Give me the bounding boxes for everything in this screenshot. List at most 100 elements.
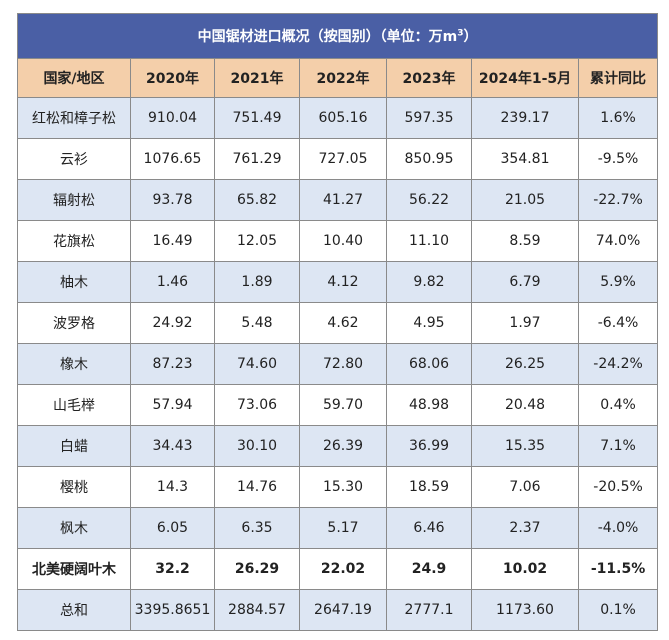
- value-cell: 74.60: [214, 343, 300, 385]
- value-cell: 11.10: [386, 220, 472, 262]
- table-row: 辐射松 93.78 65.82 41.27 56.22 21.05 -22.7%: [17, 179, 659, 221]
- value-cell: 48.98: [386, 384, 472, 426]
- value-cell: 32.2: [130, 548, 215, 590]
- value-cell: 1076.65: [130, 138, 215, 180]
- table-row: 樱桃 14.3 14.76 15.30 18.59 7.06 -20.5%: [17, 466, 659, 508]
- column-header: 2020年: [130, 58, 215, 98]
- value-cell: 6.46: [386, 507, 472, 549]
- value-cell: 10.40: [299, 220, 387, 262]
- value-cell: 850.95: [386, 138, 472, 180]
- value-cell: 34.43: [130, 425, 215, 467]
- table-title-superscript: 3: [457, 28, 464, 39]
- value-cell: 3395.8651: [130, 589, 215, 631]
- table-row: 北美硬阔叶木 32.2 26.29 22.02 24.9 10.02 -11.5%: [17, 548, 659, 590]
- value-cell: 14.3: [130, 466, 215, 508]
- row-label-cell: 波罗格: [17, 302, 131, 344]
- value-cell: 5.17: [299, 507, 387, 549]
- value-cell: 36.99: [386, 425, 472, 467]
- value-cell: 751.49: [214, 97, 300, 139]
- value-cell: -22.7%: [577, 179, 659, 221]
- row-label-cell: 总和: [17, 589, 131, 631]
- table-row: 柚木 1.46 1.89 4.12 9.82 6.79 5.9%: [17, 261, 659, 303]
- row-label-cell: 花旗松: [17, 220, 131, 262]
- value-cell: 74.0%: [577, 220, 659, 262]
- column-header: 累计同比: [577, 58, 659, 98]
- value-cell: -11.5%: [577, 548, 659, 590]
- column-header: 2021年: [214, 58, 300, 98]
- value-cell: 15.35: [471, 425, 579, 467]
- table-row: 白蜡 34.43 30.10 26.39 36.99 15.35 7.1%: [17, 425, 659, 467]
- column-header: 2024年1-5月: [471, 58, 579, 98]
- value-cell: 9.82: [386, 261, 472, 303]
- value-cell: 65.82: [214, 179, 300, 221]
- value-cell: 20.48: [471, 384, 579, 426]
- value-cell: 8.59: [471, 220, 579, 262]
- table-title-text: 中国锯材进口概况（按国别）（单位：万m: [197, 29, 458, 45]
- value-cell: 6.35: [214, 507, 300, 549]
- value-cell: -6.4%: [577, 302, 659, 344]
- table-header-row: 国家/地区 2020年 2021年 2022年 2023年 2024年1-5月 累计同比: [17, 58, 659, 98]
- value-cell: -4.0%: [577, 507, 659, 549]
- column-header: 2022年: [299, 58, 387, 98]
- value-cell: 30.10: [214, 425, 300, 467]
- value-cell: 57.94: [130, 384, 215, 426]
- row-label-cell: 枫木: [17, 507, 131, 549]
- value-cell: 5.48: [214, 302, 300, 344]
- row-label-cell: 红松和樟子松: [17, 97, 131, 139]
- row-label-cell: 白蜡: [17, 425, 131, 467]
- value-cell: 56.22: [386, 179, 472, 221]
- value-cell: -20.5%: [577, 466, 659, 508]
- value-cell: 26.25: [471, 343, 579, 385]
- table-row: 波罗格 24.92 5.48 4.62 4.95 1.97 -6.4%: [17, 302, 659, 344]
- row-label-cell: 柚木: [17, 261, 131, 303]
- value-cell: 5.9%: [577, 261, 659, 303]
- row-label-cell: 北美硬阔叶木: [17, 548, 131, 590]
- value-cell: 727.05: [299, 138, 387, 180]
- value-cell: 4.62: [299, 302, 387, 344]
- table-row: 橡木 87.23 74.60 72.80 68.06 26.25 -24.2%: [17, 343, 659, 385]
- sawn-timber-import-table: 中国锯材进口概况（按国别）（单位：万m3） 国家/地区 2020年 2021年 202…: [16, 13, 659, 631]
- table-row: 枫木 6.05 6.35 5.17 6.46 2.37 -4.0%: [17, 507, 659, 549]
- value-cell: 7.06: [471, 466, 579, 508]
- table-row: 红松和樟子松 910.04 751.49 605.16 597.35 239.17 1.6%: [17, 97, 659, 139]
- value-cell: 24.92: [130, 302, 215, 344]
- value-cell: 16.49: [130, 220, 215, 262]
- value-cell: 605.16: [299, 97, 387, 139]
- table-row: 云衫 1076.65 761.29 727.05 850.95 354.81 -9.5%: [17, 138, 659, 180]
- value-cell: -24.2%: [577, 343, 659, 385]
- column-header: 国家/地区: [17, 58, 131, 98]
- value-cell: 1.6%: [577, 97, 659, 139]
- value-cell: 87.23: [130, 343, 215, 385]
- value-cell: 6.79: [471, 261, 579, 303]
- import-table-container: 中国锯材进口概况（按国别）（单位：万m3） 国家/地区 2020年 2021年 202…: [16, 13, 659, 631]
- table-row: 总和 3395.8651 2884.57 2647.19 2777.1 1173.60 0.…: [17, 589, 659, 631]
- row-label-cell: 辐射松: [17, 179, 131, 221]
- value-cell: 72.80: [299, 343, 387, 385]
- value-cell: 21.05: [471, 179, 579, 221]
- value-cell: 26.29: [214, 548, 300, 590]
- value-cell: 1.97: [471, 302, 579, 344]
- value-cell: 239.17: [471, 97, 579, 139]
- value-cell: 93.78: [130, 179, 215, 221]
- value-cell: 22.02: [299, 548, 387, 590]
- value-cell: 597.35: [386, 97, 472, 139]
- table-row: 山毛榉 57.94 73.06 59.70 48.98 20.48 0.4%: [17, 384, 659, 426]
- table-title-row: 中国锯材进口概况（按国别）（单位：万m3）: [16, 13, 659, 59]
- value-cell: 18.59: [386, 466, 472, 508]
- value-cell: 15.30: [299, 466, 387, 508]
- value-cell: 1.46: [130, 261, 215, 303]
- value-cell: 1.89: [214, 261, 300, 303]
- row-label-cell: 橡木: [17, 343, 131, 385]
- value-cell: 2777.1: [386, 589, 472, 631]
- value-cell: 12.05: [214, 220, 300, 262]
- value-cell: 6.05: [130, 507, 215, 549]
- value-cell: 2.37: [471, 507, 579, 549]
- value-cell: 59.70: [299, 384, 387, 426]
- value-cell: 2884.57: [214, 589, 300, 631]
- table-title: 中国锯材进口概况（按国别）（单位：万m3）: [16, 13, 659, 59]
- value-cell: 26.39: [299, 425, 387, 467]
- row-label-cell: 樱桃: [17, 466, 131, 508]
- table-title-end: ）: [463, 29, 478, 45]
- value-cell: 761.29: [214, 138, 300, 180]
- row-label-cell: 山毛榉: [17, 384, 131, 426]
